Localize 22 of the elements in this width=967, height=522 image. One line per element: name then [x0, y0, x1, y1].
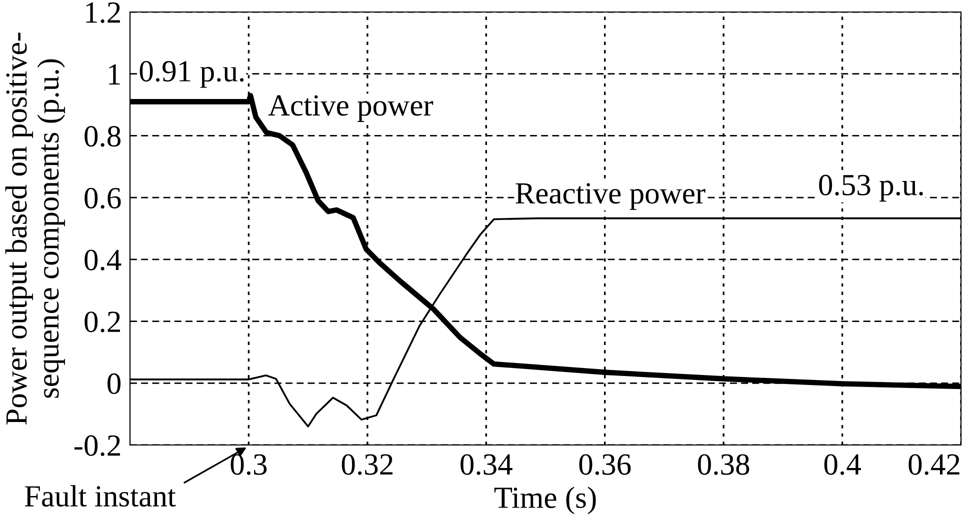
x-tick-label: 0.32 — [342, 454, 392, 475]
x-tick-label: 0.42 — [908, 454, 960, 475]
series-label: Active power — [268, 95, 434, 122]
x-tick-label: 0.36 — [579, 454, 631, 475]
x-axis-title: Time (s) — [494, 486, 596, 514]
series-label: Reactive power — [516, 183, 706, 210]
y-tick-label: 1 — [109, 64, 120, 84]
y-axis-title: Power output based on positive- sequence components (p.u.) — [5, 32, 65, 425]
x-tick-label: 0.4 — [824, 454, 861, 475]
y-tick-label: 0.2 — [84, 312, 120, 332]
x-tick-label: 0.3 — [230, 454, 267, 475]
x-tick-label: 0.34 — [460, 454, 512, 475]
annotation: 0.53 p.u. — [819, 174, 923, 202]
text: Fault instant — [24, 485, 176, 507]
annotation: 0.91 p.u. — [140, 60, 244, 88]
y-tick-label: -0.2 — [74, 435, 120, 456]
y-tick-label: 1.2 — [86, 2, 120, 24]
y-tick-label: 0.8 — [84, 126, 120, 147]
y-tick-label: 0.6 — [84, 188, 121, 209]
y-tick-label: 0.4 — [84, 250, 122, 270]
x-tick-label: 0.38 — [698, 454, 750, 475]
y-tick-label: 0 — [108, 373, 120, 394]
